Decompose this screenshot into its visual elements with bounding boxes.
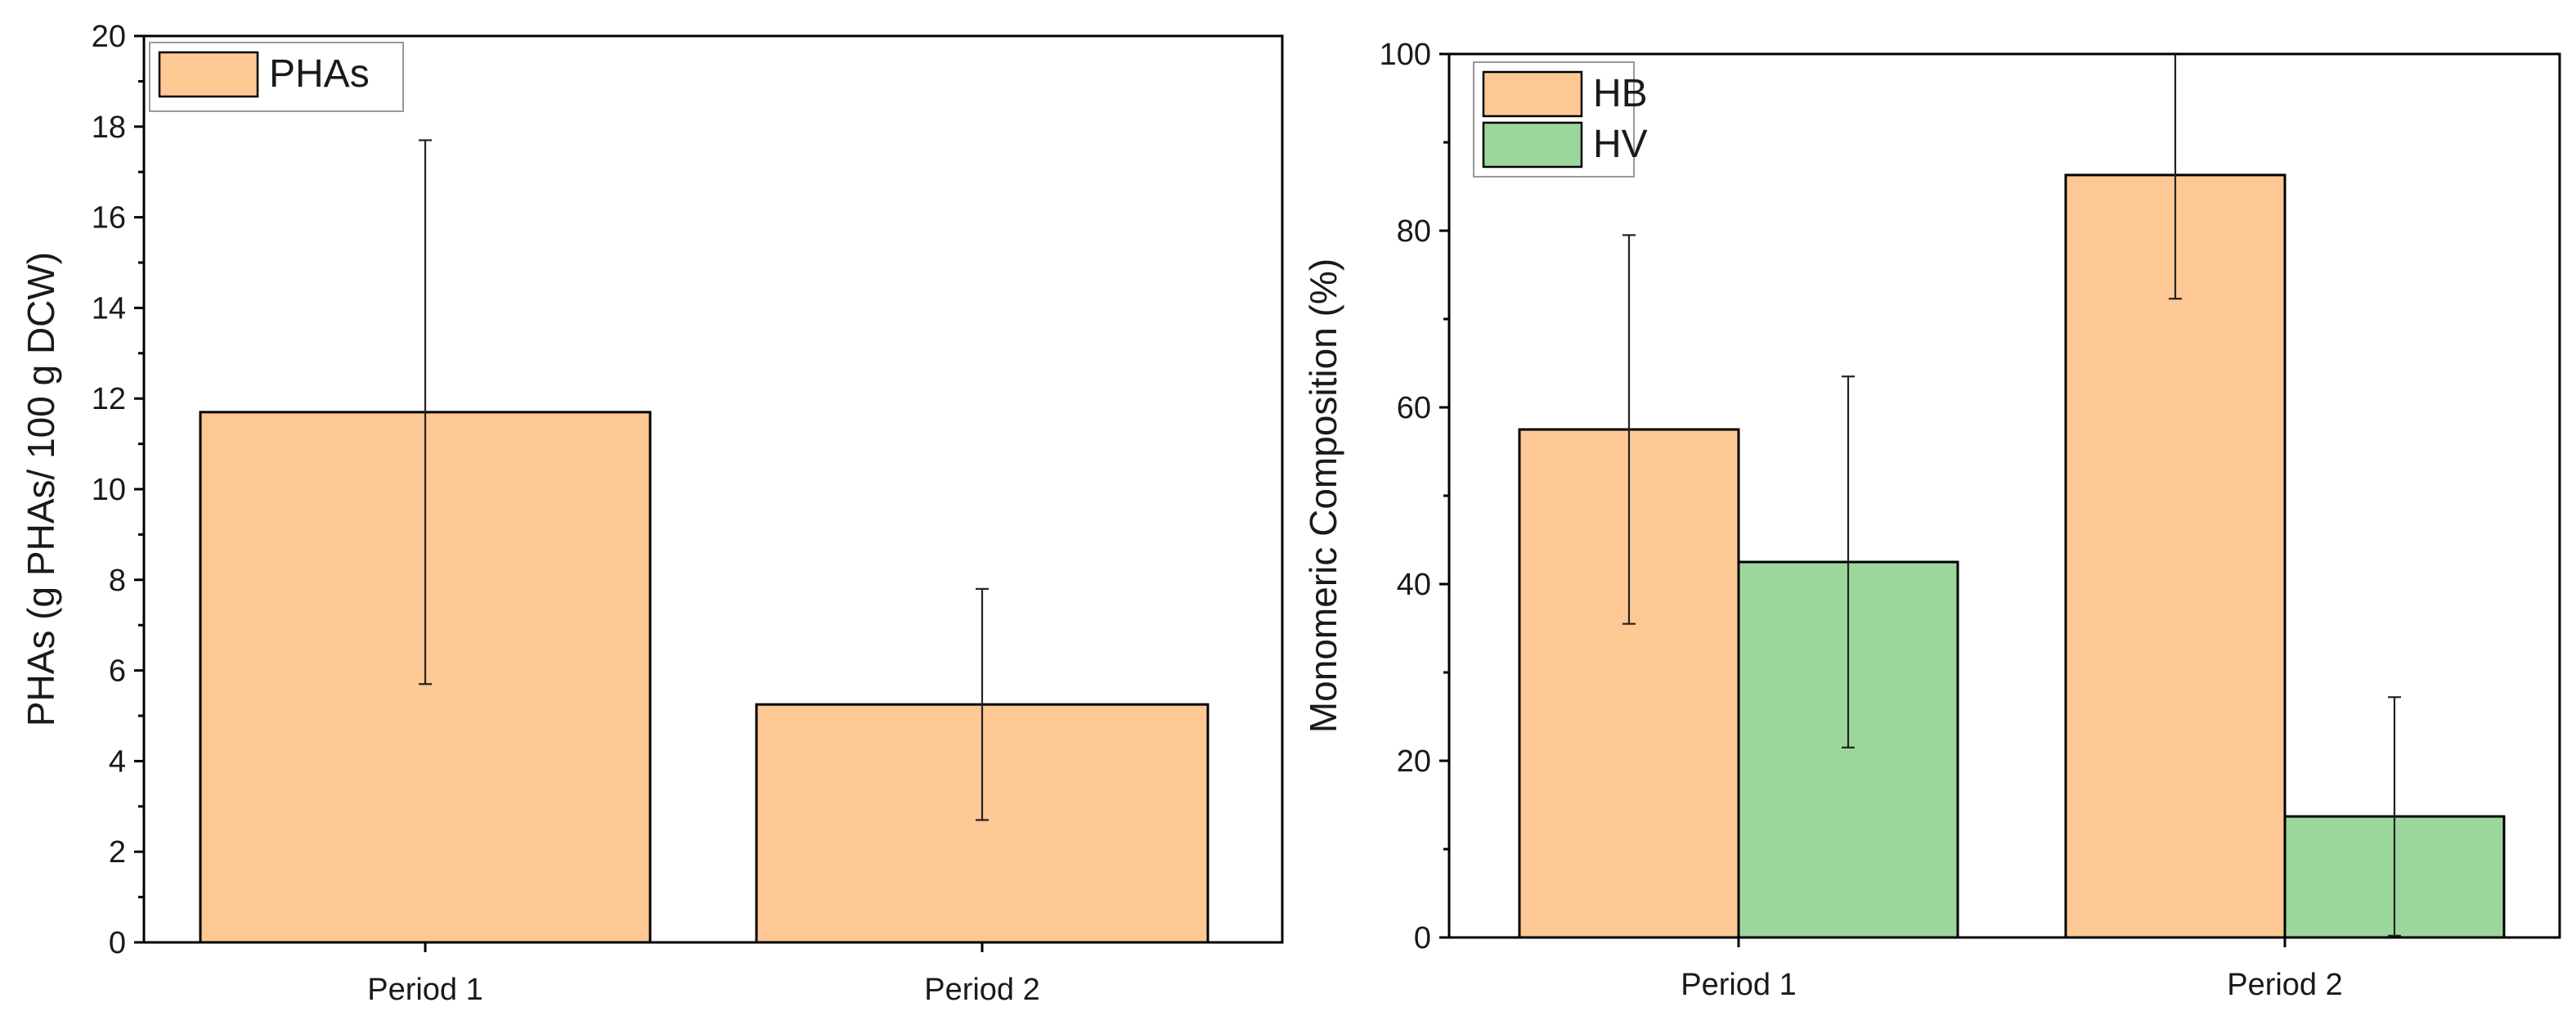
y-tick-label: 80: [1397, 214, 1431, 249]
y-tick-label: 8: [109, 564, 126, 598]
y-tick-label: 12: [92, 382, 126, 416]
legend: PHAs: [149, 42, 404, 112]
chart-panel-1: 0 2 4 6 8 10 12 14 16 18 20 Period 1 Period 2 PHAs (g…: [20, 20, 1284, 1007]
legend: HB HV: [1473, 61, 1648, 178]
legend-label-phas: PHAs: [269, 52, 370, 96]
legend-label-hb: HB: [1593, 72, 1648, 115]
legend-swatch-phas: [158, 51, 259, 98]
x-tick-label: Period 1: [367, 973, 483, 1007]
y-tick-label: 40: [1397, 568, 1431, 602]
x-tick-label: Period 2: [924, 973, 1040, 1007]
y-tick-label: 2: [109, 835, 126, 870]
y-axis-title: Monomeric Composition (%): [1302, 258, 1344, 733]
plot-area: [1518, 54, 2506, 937]
x-tick-label: Period 2: [2227, 968, 2343, 1002]
y-tick-label: 0: [109, 926, 126, 960]
x-tick-label: Period 1: [1681, 968, 1797, 1002]
y-tick-label: 20: [92, 20, 126, 54]
legend-swatch-hv: [1482, 121, 1583, 169]
bar-hb-period-2: [2064, 173, 2287, 937]
y-tick-label: 0: [1414, 921, 1431, 955]
legend-label-hv: HV: [1593, 123, 1648, 166]
chart-panel-2: 0 20 40 60 80 100 Period 1 Period 2 Monomeric Co…: [1302, 38, 2561, 1002]
y-tick-label: 10: [92, 473, 126, 507]
y-tick-label: 60: [1397, 391, 1431, 425]
y-tick-label: 20: [1397, 744, 1431, 779]
y-tick-label: 14: [92, 291, 126, 326]
y-tick-label: 4: [109, 744, 126, 779]
plot-area: [199, 139, 1209, 942]
y-axis-title: PHAs (g PHAs/ 100 g DCW): [20, 252, 62, 726]
y-tick-label: 100: [1380, 38, 1431, 72]
y-tick-label: 18: [92, 110, 126, 145]
y-tick-label: 16: [92, 201, 126, 236]
legend-swatch-hb: [1482, 70, 1583, 118]
y-tick-label: 6: [109, 654, 126, 689]
